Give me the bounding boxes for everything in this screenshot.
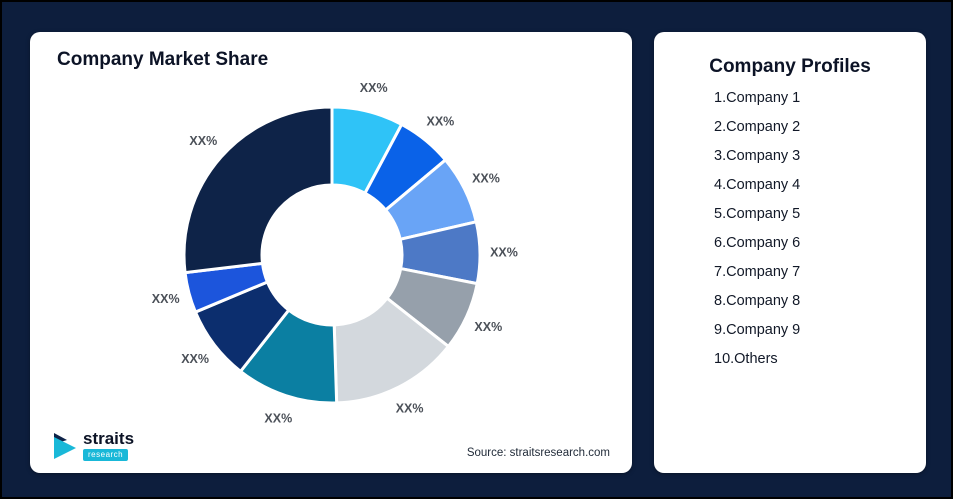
market-share-donut-chart: XX% XX% XX% XX% XX% XX% XX% XX% XX% XX% — [152, 81, 518, 425]
logo-brand: straits — [83, 429, 135, 448]
list-item: 1.Company 1 — [714, 90, 801, 106]
list-item: 2.Company 2 — [714, 119, 801, 135]
list-item: 4.Company 4 — [714, 177, 801, 193]
slice-label: XX% — [152, 292, 180, 306]
slice-label: XX% — [396, 402, 424, 416]
list-item: 9.Company 9 — [714, 322, 801, 338]
profiles-title: Company Profiles — [709, 56, 871, 77]
list-item: 10.Others — [714, 351, 778, 367]
logo-sub-brand: research — [83, 449, 129, 461]
source-attribution: Source: straitsresearch.com — [466, 447, 610, 459]
list-item: 5.Company 5 — [714, 206, 801, 222]
slice-label: XX% — [490, 245, 518, 259]
list-item: 8.Company 8 — [714, 293, 801, 309]
slice-label: XX% — [474, 320, 502, 334]
list-item: 3.Company 3 — [714, 148, 801, 164]
list-item: 7.Company 7 — [714, 264, 801, 280]
company-profiles-card: Company Profiles 1.Company 1 2.Company 2… — [654, 32, 926, 473]
market-share-card: XX% XX% XX% XX% XX% XX% XX% XX% XX% XX% Company M… — [30, 32, 632, 473]
straits-research-logo: straits research — [52, 430, 134, 461]
slice-label: XX% — [189, 134, 217, 148]
slice-label: XX% — [181, 352, 209, 366]
list-item: 6.Company 6 — [714, 235, 801, 251]
slice-label: XX% — [472, 171, 500, 185]
slice-label: XX% — [264, 411, 292, 425]
chart-title: Company Market Share — [57, 49, 269, 70]
straits-logo-icon — [54, 432, 76, 459]
company-profiles-list: 1.Company 1 2.Company 2 3.Company 3 4.Co… — [654, 90, 926, 367]
logo-text: straits research — [83, 430, 134, 461]
slice-label: XX% — [360, 81, 388, 95]
slice-label: XX% — [427, 114, 455, 128]
donut-slice — [182, 105, 334, 275]
